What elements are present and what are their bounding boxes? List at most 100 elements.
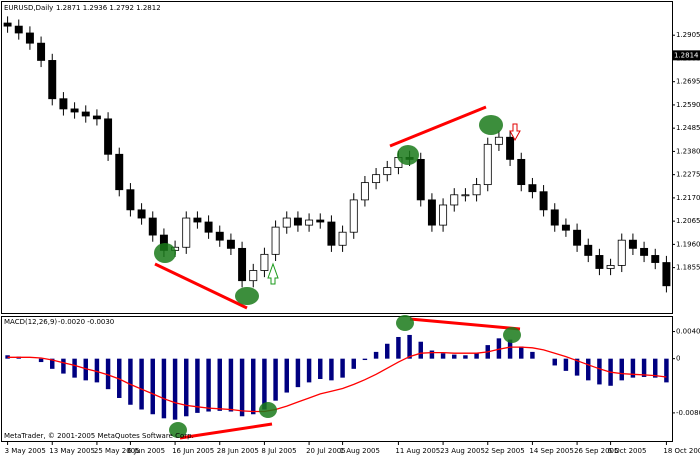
highlight <box>479 115 503 135</box>
candle-body <box>506 136 515 160</box>
macd-bar <box>474 353 479 359</box>
current-price-label: 1.2814 <box>674 51 699 59</box>
macd-bar <box>385 343 390 359</box>
macd-bar <box>195 358 200 413</box>
macd-bar <box>239 358 245 417</box>
x-tick-label: 6 Jun 2005 <box>127 447 165 455</box>
highlight <box>397 145 419 165</box>
candle-body <box>360 182 369 201</box>
candle-body <box>70 108 79 113</box>
macd-bar <box>161 358 167 419</box>
x-tick-label: 28 Jun 2005 <box>217 447 259 455</box>
macd-bar <box>664 358 669 383</box>
candle-body <box>282 217 291 228</box>
macd-bar <box>72 358 77 378</box>
macd-bar <box>429 350 435 359</box>
candle-body <box>584 244 593 256</box>
y-tick-label: 1.2065 <box>676 217 700 225</box>
macd-bar <box>530 351 535 359</box>
macd-bar <box>440 353 446 359</box>
highlight <box>235 287 259 305</box>
signal-line <box>7 346 667 413</box>
candle-body <box>48 60 57 100</box>
macd-bar <box>228 358 234 412</box>
candle-body <box>494 136 503 145</box>
candle-body <box>81 111 90 117</box>
indicator-title: MACD(12,26,9) <box>4 318 57 326</box>
candle-body <box>662 262 671 287</box>
candle-body <box>617 239 626 266</box>
price-pane <box>1 1 673 314</box>
macd-bar <box>552 358 557 366</box>
macd-bar <box>61 358 66 374</box>
macd-bar <box>262 358 267 410</box>
candle-body <box>305 219 314 226</box>
y-tick-label: 1.2170 <box>676 194 700 202</box>
trend-line <box>179 422 273 440</box>
highlight <box>396 315 414 331</box>
x-tick-label: 16 Jun 2005 <box>172 447 214 455</box>
y-tick-label: 1.2695 <box>676 78 700 86</box>
ohlc-text: 1.2871 1.2936 1.2792 1.2812 <box>56 4 161 12</box>
y-tick-label: 0 <box>676 355 680 363</box>
candle-body <box>383 167 392 176</box>
candle-body <box>640 247 649 256</box>
candle-body <box>450 194 459 206</box>
candle-body <box>14 25 23 34</box>
macd-bar <box>373 351 379 359</box>
macd-bar <box>340 358 345 378</box>
candle-body <box>126 189 135 211</box>
macd-bar <box>150 358 155 415</box>
candle-body <box>204 221 213 233</box>
candle-body <box>293 217 302 226</box>
macd-bar <box>586 358 591 381</box>
macd-bar <box>351 358 356 369</box>
y-tick-label: 1.2275 <box>676 171 700 179</box>
highlight <box>259 402 277 418</box>
macd-bar <box>217 358 222 411</box>
candle-body <box>338 231 347 246</box>
macd-bar <box>273 358 278 401</box>
macd-bar <box>574 358 580 376</box>
highlight <box>154 243 176 263</box>
candle-body <box>372 174 381 184</box>
macd-bar <box>507 339 513 359</box>
candle-body <box>595 255 604 269</box>
candle-body <box>439 204 448 226</box>
macd-bar <box>563 358 569 371</box>
candle-body <box>628 239 637 249</box>
macd-bar <box>407 334 412 359</box>
macd-bar <box>251 358 256 415</box>
x-tick-label: 25 May 2005 <box>94 447 140 455</box>
candle-body <box>483 143 492 186</box>
candle-body <box>215 231 224 241</box>
macd-bar <box>463 355 468 359</box>
candle-body <box>115 153 124 191</box>
candle-body <box>59 98 68 110</box>
macd-bar <box>519 346 524 359</box>
macd-bar <box>329 358 334 381</box>
x-tick-label: 6 Oct 2005 <box>608 447 647 455</box>
candle-body <box>260 253 269 271</box>
macd-bar <box>94 358 100 383</box>
watermark: MetaTrader, © 2001-2005 MetaQuotes Softw… <box>4 432 194 440</box>
candle-body <box>271 226 280 255</box>
macd-bar <box>105 358 111 390</box>
candle-body <box>561 224 570 231</box>
candle-body <box>349 199 358 233</box>
macd-bar <box>418 341 423 359</box>
y-tick-label: 1.1855 <box>676 264 700 272</box>
candle-body <box>550 209 559 226</box>
macd-bar <box>362 358 368 361</box>
symbol-title: EURUSD,Daily <box>4 4 53 12</box>
x-tick-label: 18 Oct 2005 <box>663 447 700 455</box>
y-tick-label: 0.0040 <box>676 328 700 336</box>
macd-bar <box>496 338 502 359</box>
candle-body <box>528 184 537 193</box>
candle-body <box>606 265 615 269</box>
x-tick-label: 2 Sep 2005 <box>485 447 525 455</box>
y-tick-label: 1.2485 <box>676 124 700 132</box>
macd-bar <box>597 358 602 385</box>
candle-body <box>238 247 247 282</box>
candle-body <box>573 229 582 246</box>
